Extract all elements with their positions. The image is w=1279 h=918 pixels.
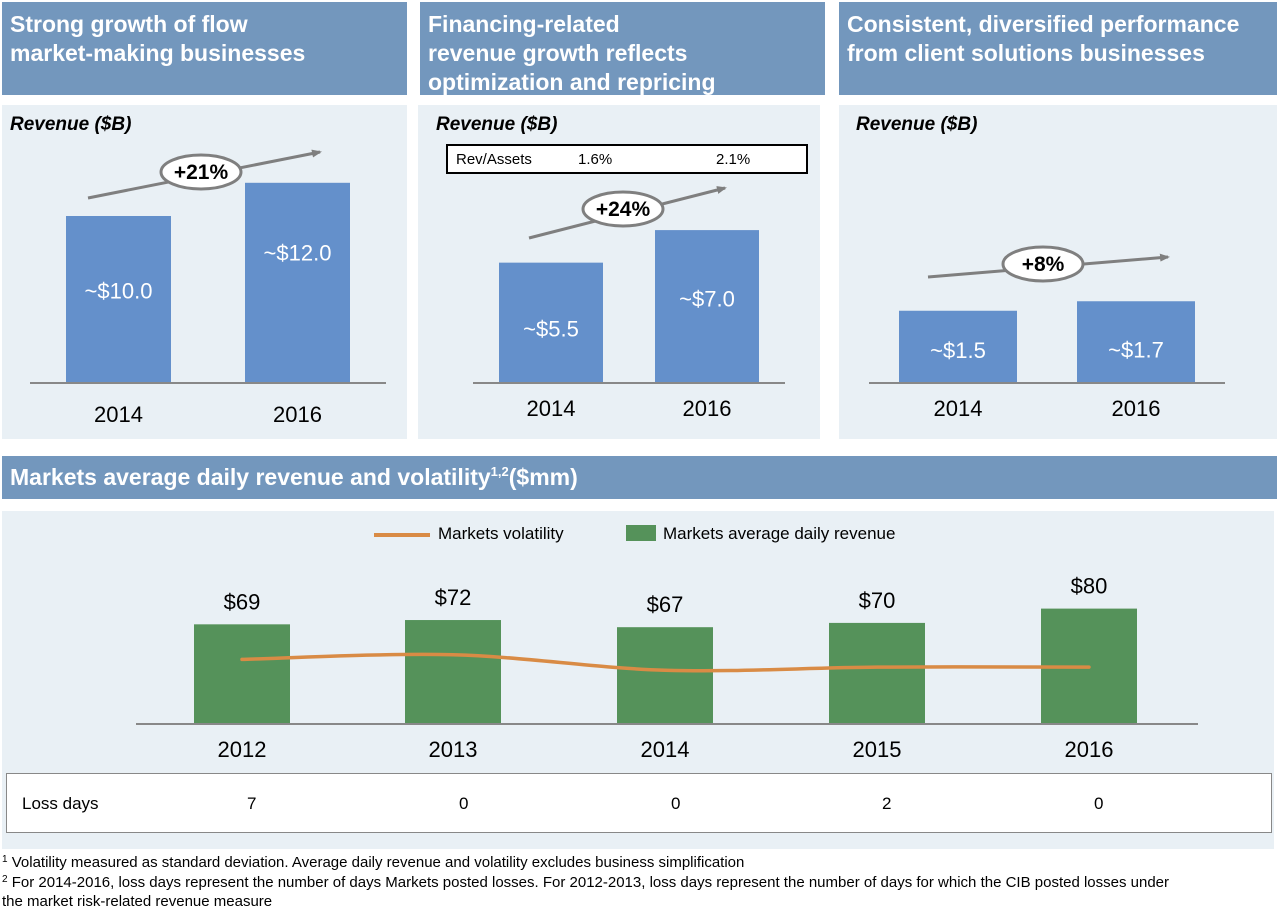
loss-days-2016: 0 (1094, 794, 1103, 814)
footnote-2: 2 For 2014-2016, loss days represent the… (2, 874, 1169, 892)
markets-x-axis-label: 2015 (853, 737, 902, 762)
markets-revenue-bar-2015 (829, 623, 925, 723)
footnote-1: 1 Volatility measured as standard deviat… (2, 854, 744, 872)
loss-days-2014: 0 (671, 794, 680, 814)
loss-days-2013: 0 (459, 794, 468, 814)
markets-revenue-bar-2014 (617, 627, 713, 723)
markets-x-axis-label: 2013 (429, 737, 478, 762)
markets-revenue-bar-2012 (194, 624, 290, 723)
markets-revenue-bar-2013 (405, 620, 501, 723)
loss-days-label: Loss days (22, 794, 99, 814)
loss-days-2012: 7 (247, 794, 256, 814)
footnote-2-continued: the market risk-related revenue measure (2, 893, 272, 911)
markets-bar-value-label: $72 (435, 585, 472, 610)
markets-x-axis-label: 2014 (641, 737, 690, 762)
markets-bar-value-label: $69 (224, 589, 261, 614)
markets-bar-value-label: $67 (647, 592, 684, 617)
loss-days-2015: 2 (882, 794, 891, 814)
footnote-text: For 2014-2016, loss days represent the n… (8, 874, 1169, 891)
markets-x-axis-label: 2016 (1065, 737, 1114, 762)
markets-bar-value-label: $70 (859, 588, 896, 613)
loss-days-table: Loss days 7 0 0 2 0 (6, 773, 1272, 833)
markets-bar-value-label: $80 (1071, 574, 1108, 599)
footnote-text: Volatility measured as standard deviatio… (8, 854, 745, 871)
footnote-text: the market risk-related revenue measure (2, 893, 272, 910)
markets-x-axis-label: 2012 (218, 737, 267, 762)
